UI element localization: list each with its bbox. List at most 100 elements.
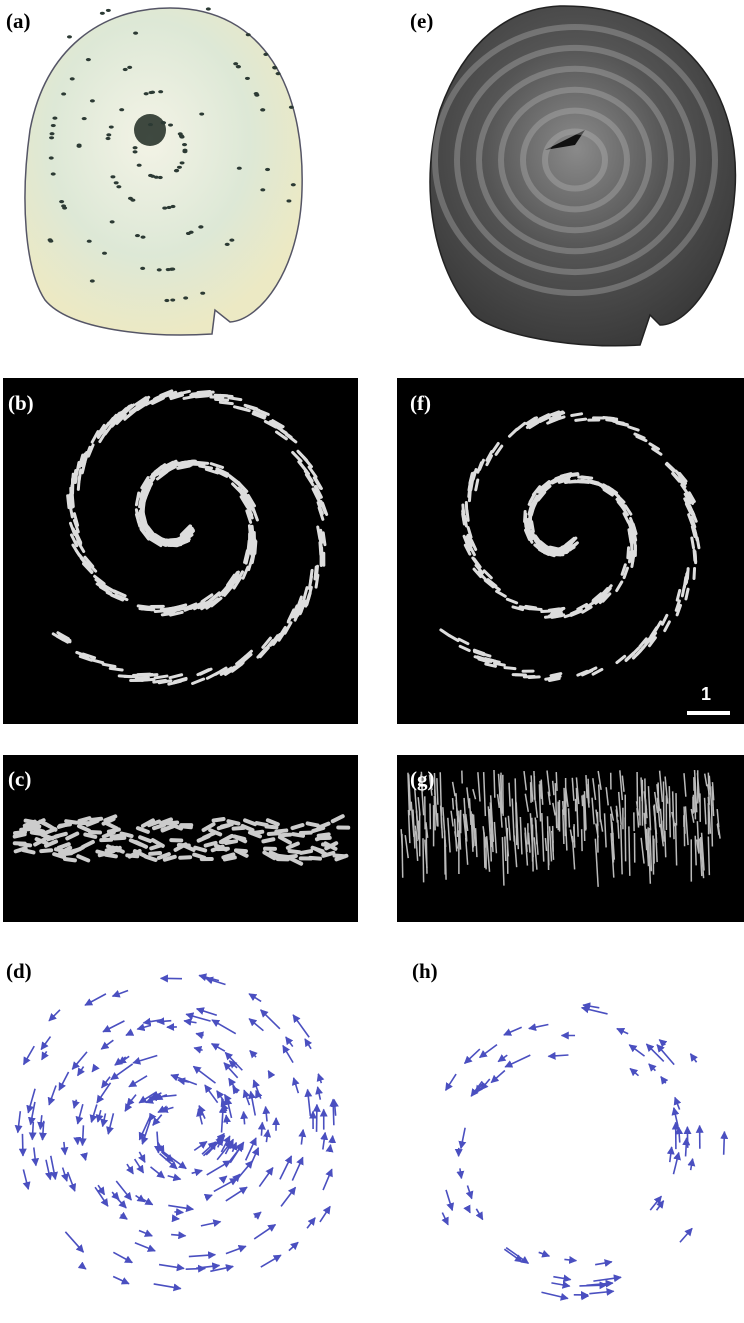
vector-arrow (244, 1137, 257, 1161)
fibre (674, 822, 678, 866)
vector-arrow (153, 1131, 162, 1154)
fibre (290, 823, 305, 831)
fibre (110, 415, 122, 428)
fibre (569, 829, 574, 843)
vector-arrow (248, 1018, 264, 1032)
fibre (321, 850, 336, 858)
fibre (544, 676, 558, 681)
vector-arrow (285, 1036, 294, 1048)
fibre (602, 488, 614, 497)
fibre (215, 467, 230, 476)
fibre (531, 416, 544, 425)
fibre (321, 531, 327, 547)
fibre (231, 482, 243, 494)
vector-arrow (168, 1204, 195, 1213)
fibre (302, 586, 309, 601)
fibre (69, 533, 79, 548)
vector-arrow (316, 1073, 325, 1084)
fibre (223, 584, 234, 597)
vector-arrow (505, 1246, 530, 1265)
vector-arrow (252, 1211, 262, 1220)
ring-dot (265, 167, 271, 172)
ring-dot (143, 92, 149, 96)
vector-arrow (183, 1017, 197, 1026)
fibre (232, 834, 247, 841)
fibre (531, 485, 542, 497)
fibre (696, 773, 701, 803)
fibre (284, 433, 298, 444)
vector-arrow (140, 1197, 154, 1206)
vector-arrow (660, 1075, 669, 1085)
fibre (275, 854, 290, 861)
fibre (425, 823, 428, 874)
fibre (241, 489, 252, 503)
vector-arrow (78, 1125, 87, 1147)
fibre (648, 442, 660, 451)
fibre (656, 797, 661, 828)
fibre (447, 817, 451, 853)
fibre (43, 821, 58, 832)
fibre (425, 822, 429, 838)
vector-arrow (328, 1134, 337, 1144)
fibre (543, 614, 557, 619)
fibre (534, 800, 539, 818)
fibre (29, 830, 44, 837)
vector-arrow (292, 1014, 310, 1038)
fibre (571, 777, 575, 801)
fibre (647, 636, 657, 648)
fibre (570, 412, 584, 417)
fibre (274, 424, 288, 435)
fibre (474, 478, 480, 492)
fibre (321, 501, 329, 516)
fibre (464, 539, 472, 552)
vector-arrow (171, 1231, 187, 1240)
fibre (538, 540, 550, 550)
fibre (217, 585, 230, 597)
fibre (523, 770, 528, 791)
fibre (569, 608, 582, 616)
vector-arrow (478, 1044, 498, 1059)
ring-dot (156, 268, 162, 272)
fibre (472, 557, 482, 569)
fibre (633, 432, 646, 440)
fibre (595, 823, 599, 838)
fibre (123, 409, 136, 421)
fibre (647, 827, 650, 859)
fibre (98, 429, 108, 444)
fibre (690, 536, 696, 550)
fibre (226, 819, 241, 826)
fibre (112, 835, 127, 841)
ring-dot (59, 200, 65, 204)
vector-arrow (648, 1063, 657, 1072)
vector-arrow (18, 1133, 27, 1157)
vector-arrow (445, 1189, 455, 1212)
fibre (467, 485, 472, 499)
fibre (535, 819, 538, 845)
fibre (44, 839, 59, 848)
ring-dot (122, 67, 128, 72)
vector-arrow (100, 1039, 114, 1050)
vector-arrow (138, 1229, 153, 1237)
fibre (168, 673, 184, 680)
vector-arrow (325, 1144, 334, 1153)
vector-arrow (196, 1262, 221, 1271)
vector-arrow (111, 989, 129, 998)
fibre (464, 814, 469, 832)
fibre (169, 822, 184, 831)
fibre (251, 507, 259, 522)
vector-arrow (291, 1156, 304, 1181)
fibre (546, 770, 551, 797)
vector-arrow (229, 1141, 238, 1153)
fibre (628, 826, 631, 876)
fibre (153, 674, 169, 680)
vector-arrow (306, 1217, 316, 1229)
fibre (489, 582, 501, 592)
fibre (209, 462, 225, 469)
fibre (314, 564, 319, 580)
fibre (315, 493, 323, 508)
fibre (526, 527, 534, 541)
fibre (538, 415, 551, 423)
vector-arrow (71, 1051, 88, 1070)
fibre (472, 567, 483, 579)
fibre (476, 461, 483, 474)
